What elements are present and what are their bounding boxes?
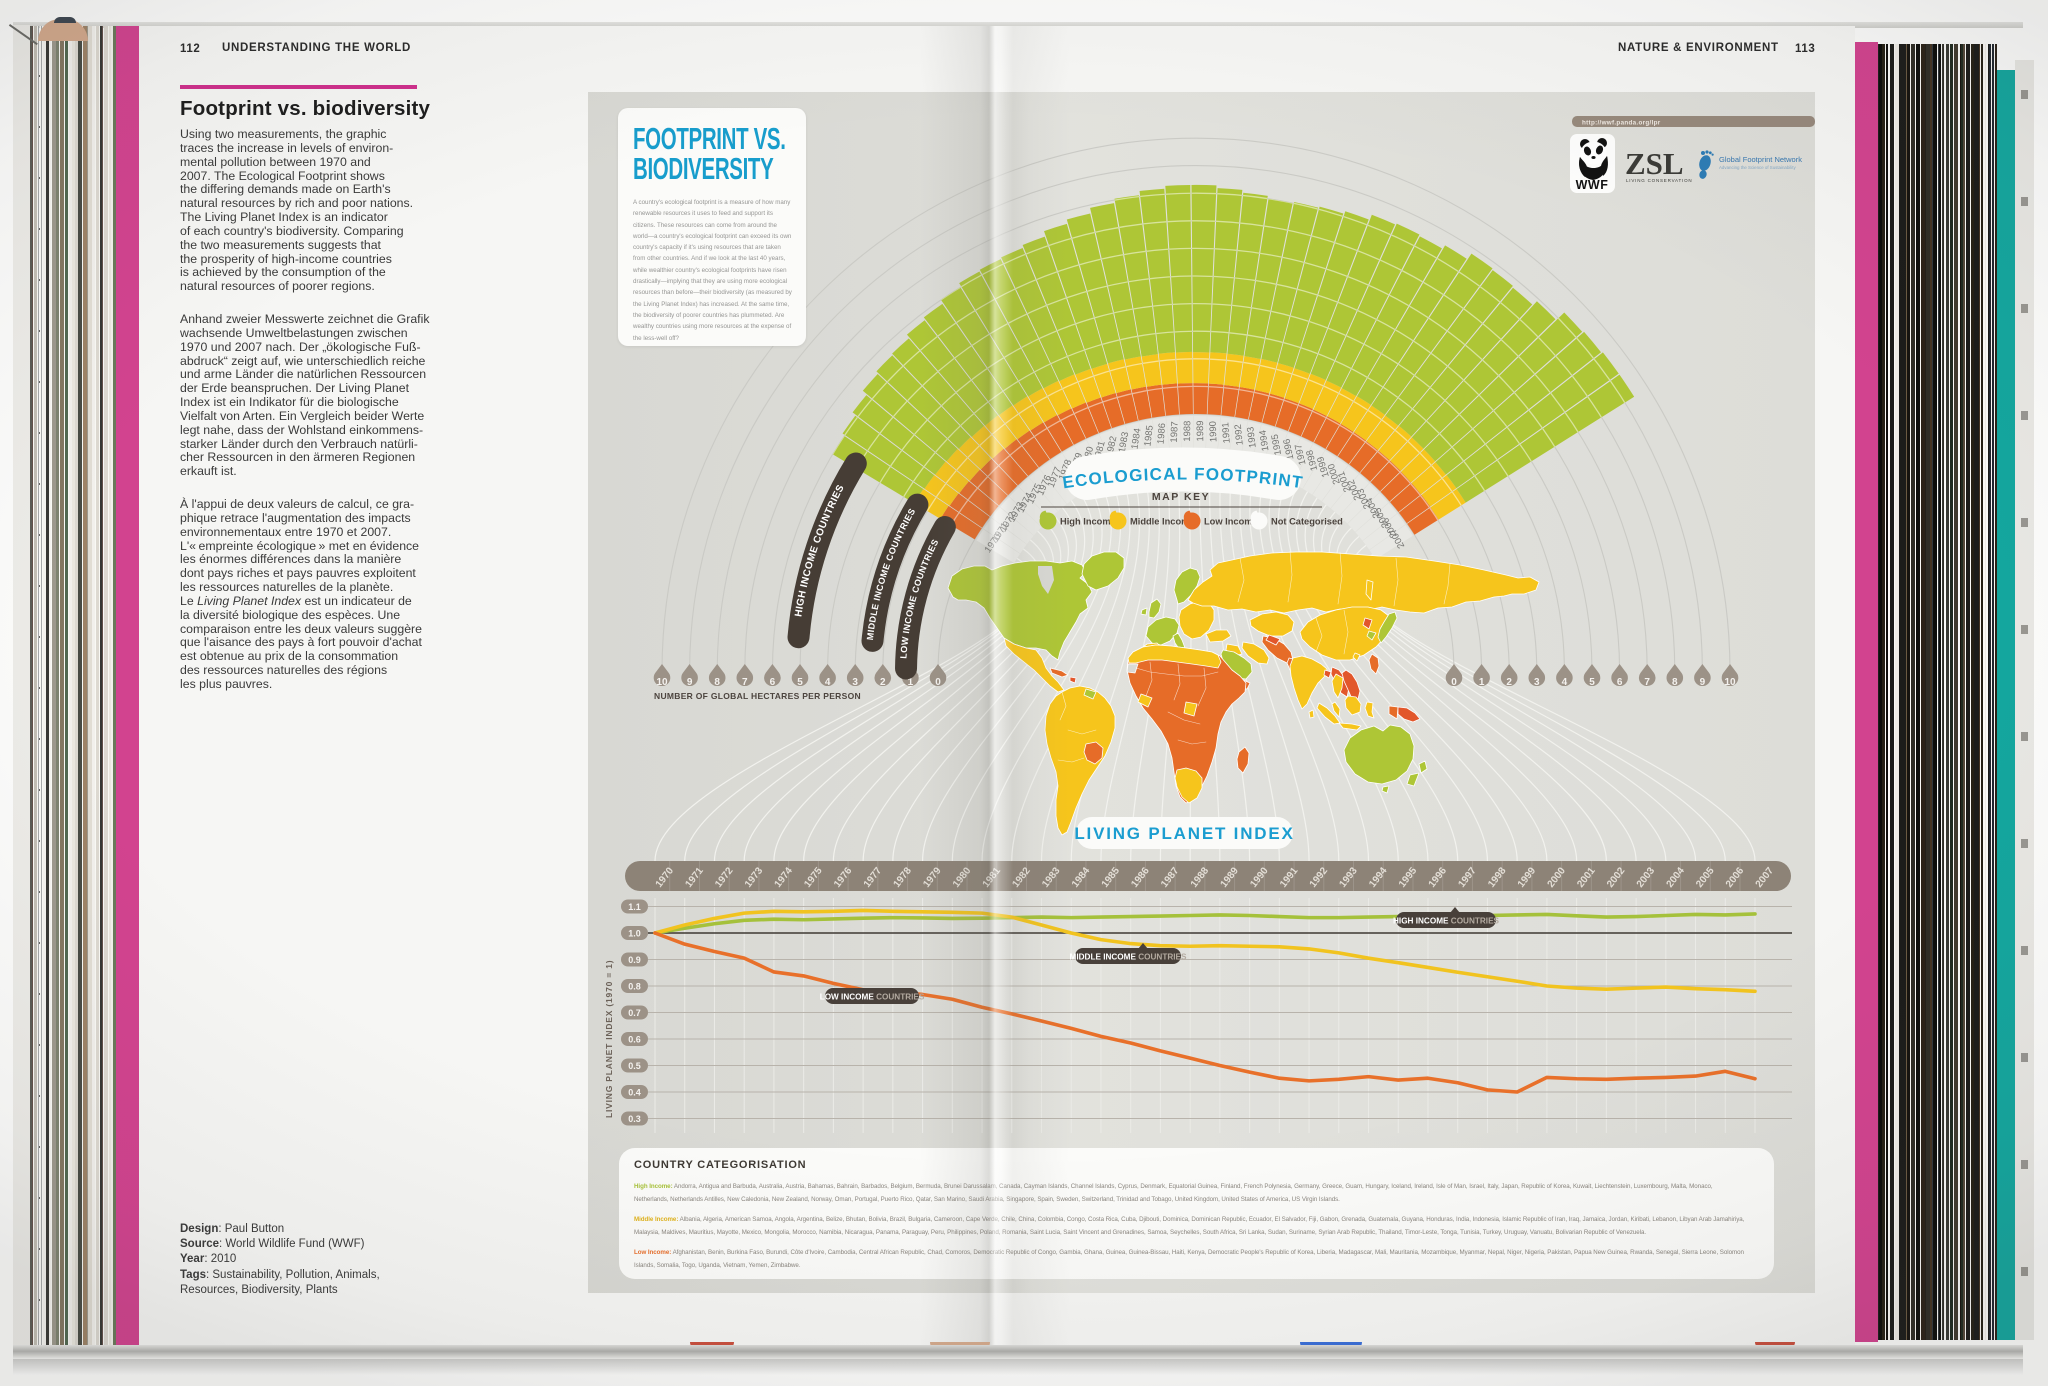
svg-text:LIVING PLANET INDEX (1970 = 1): LIVING PLANET INDEX (1970 = 1) xyxy=(604,960,614,1118)
svg-text:Middle Income: Albania, Algeri: Middle Income: Albania, Algeria, America… xyxy=(634,1216,1745,1223)
svg-text:0.8: 0.8 xyxy=(628,982,641,992)
svg-text:COUNTRY CATEGORISATION: COUNTRY CATEGORISATION xyxy=(634,1159,806,1171)
svg-text:1.0: 1.0 xyxy=(628,929,641,939)
svg-text:0.5: 0.5 xyxy=(628,1061,641,1071)
svg-text:4: 4 xyxy=(1562,677,1568,688)
svg-text:7: 7 xyxy=(1644,677,1650,688)
svg-text:1985: 1985 xyxy=(1142,425,1155,447)
svg-text:1995: 1995 xyxy=(1270,433,1285,456)
svg-text:1983: 1983 xyxy=(1117,431,1132,454)
svg-text:1: 1 xyxy=(908,677,914,688)
svg-text:10: 10 xyxy=(656,677,668,688)
svg-text:10: 10 xyxy=(1724,677,1736,688)
svg-text:ZSL: ZSL xyxy=(1625,146,1684,181)
svg-text:9: 9 xyxy=(1700,677,1706,688)
svg-text:0.6: 0.6 xyxy=(628,1035,641,1045)
svg-text:1990: 1990 xyxy=(1208,421,1220,443)
svg-text:1.1: 1.1 xyxy=(628,902,641,912)
svg-text:3: 3 xyxy=(1534,677,1540,688)
svg-text:http://wwf.panda.org/lpr: http://wwf.panda.org/lpr xyxy=(1582,120,1661,127)
svg-text:High Income: High Income xyxy=(1060,517,1116,527)
svg-text:MIDDLE INCOME COUNTRIES: MIDDLE INCOME COUNTRIES xyxy=(1070,953,1187,962)
svg-text:Not Categorised: Not Categorised xyxy=(1271,517,1343,527)
svg-text:2: 2 xyxy=(880,677,886,688)
svg-text:0.7: 0.7 xyxy=(628,1008,641,1018)
svg-text:1986: 1986 xyxy=(1156,423,1169,445)
svg-text:1993: 1993 xyxy=(1245,426,1258,448)
svg-text:1997: 1997 xyxy=(1293,443,1309,466)
svg-text:Middle Income: Middle Income xyxy=(1130,517,1195,527)
svg-text:LOW INCOME COUNTRIES: LOW INCOME COUNTRIES xyxy=(820,993,925,1002)
svg-text:2: 2 xyxy=(1506,677,1512,688)
svg-text:Islands, Somalia, Togo, Uganda: Islands, Somalia, Togo, Uganda, Vietnam,… xyxy=(634,1262,801,1269)
svg-text:6: 6 xyxy=(770,677,776,688)
svg-text:0.9: 0.9 xyxy=(628,955,641,965)
svg-text:8: 8 xyxy=(714,677,720,688)
svg-text:1998: 1998 xyxy=(1304,449,1320,472)
svg-text:Low Income: Afghanistan, Benin: Low Income: Afghanistan, Benin, Burkina … xyxy=(634,1249,1744,1256)
svg-text:1988: 1988 xyxy=(1182,421,1193,442)
svg-text:HIGH INCOME COUNTRIES: HIGH INCOME COUNTRIES xyxy=(1393,917,1500,926)
svg-text:6: 6 xyxy=(1617,677,1623,688)
svg-text:1989: 1989 xyxy=(1195,420,1206,441)
svg-text:0: 0 xyxy=(1451,677,1457,688)
svg-text:1: 1 xyxy=(1479,677,1485,688)
svg-text:High Income: Andorra, Antigua: High Income: Andorra, Antigua and Barbud… xyxy=(634,1183,1713,1190)
svg-text:Global Footprint Network: Global Footprint Network xyxy=(1719,155,1802,164)
svg-text:LIVING CONSERVATION: LIVING CONSERVATION xyxy=(1626,178,1692,183)
svg-text:1987: 1987 xyxy=(1169,421,1181,443)
svg-text:1994: 1994 xyxy=(1258,429,1272,452)
svg-text:0.3: 0.3 xyxy=(628,1114,641,1124)
svg-text:Low Income: Low Income xyxy=(1204,517,1258,527)
svg-text:9: 9 xyxy=(687,677,693,688)
svg-text:1992: 1992 xyxy=(1233,424,1246,446)
svg-text:5: 5 xyxy=(1589,677,1595,688)
svg-text:0.4: 0.4 xyxy=(628,1088,641,1098)
svg-text:Malaysia, Maldives, Mauritius,: Malaysia, Maldives, Mauritius, Mayotte, … xyxy=(634,1229,1646,1236)
svg-text:1991: 1991 xyxy=(1220,422,1232,444)
svg-text:7: 7 xyxy=(742,677,748,688)
svg-text:LIVING PLANET INDEX: LIVING PLANET INDEX xyxy=(1074,824,1294,843)
svg-text:8: 8 xyxy=(1672,677,1678,688)
svg-text:WWF: WWF xyxy=(1576,178,1609,192)
svg-text:3: 3 xyxy=(852,677,858,688)
svg-text:1996: 1996 xyxy=(1281,438,1296,461)
svg-text:1984: 1984 xyxy=(1130,427,1144,450)
svg-text:5: 5 xyxy=(797,677,803,688)
svg-text:NUMBER OF GLOBAL HECTARES PER: NUMBER OF GLOBAL HECTARES PER PERSON xyxy=(654,691,861,701)
svg-text:MAP KEY: MAP KEY xyxy=(1152,491,1210,503)
svg-text:4: 4 xyxy=(825,677,831,688)
svg-text:Advancing the Science of Susta: Advancing the Science of Sustainability xyxy=(1719,165,1796,170)
